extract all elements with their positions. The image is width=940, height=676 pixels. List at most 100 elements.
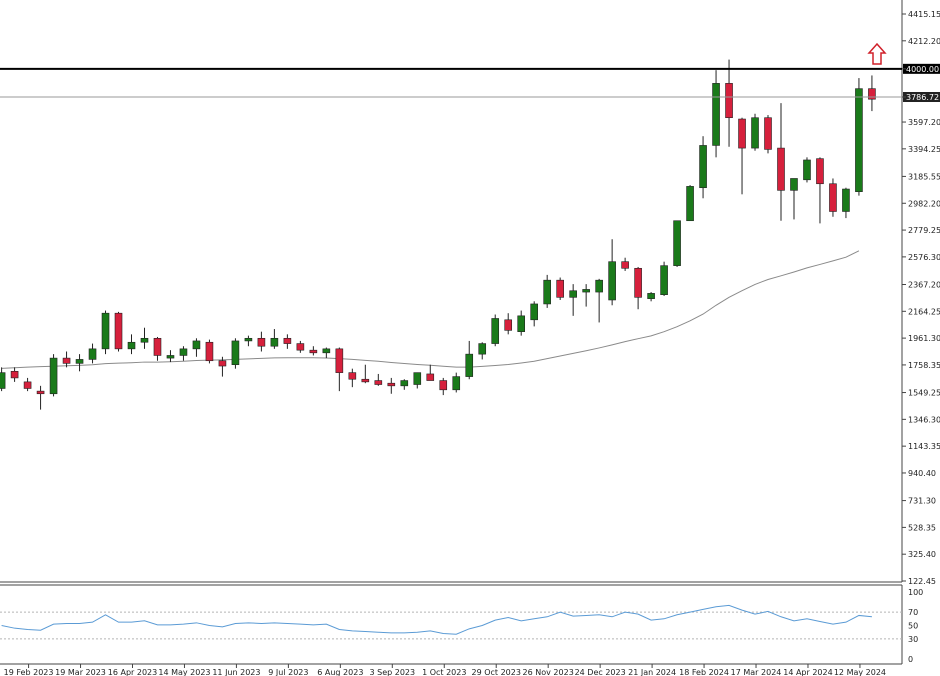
bearish-candle	[114, 312, 123, 350]
bullish-candle	[803, 159, 811, 181]
bullish-candle	[231, 340, 240, 366]
rsi-panel: 100 70 50 30 0	[0, 588, 923, 664]
bullish-candle	[595, 279, 603, 293]
bullish-candle	[413, 372, 422, 385]
bullish-candle	[400, 380, 409, 387]
bearish-candle	[868, 88, 876, 100]
bearish-candle	[348, 372, 357, 380]
x-tick-label: 19 Mar 2023	[55, 668, 106, 676]
bullish-candle	[517, 315, 526, 332]
bullish-candle	[686, 186, 694, 222]
bullish-candle	[530, 303, 538, 321]
bullish-candle	[478, 343, 487, 355]
y-tick-label: 4415.15	[908, 10, 940, 19]
x-tick-label: 14 Apr 2024	[783, 668, 832, 676]
x-tick-label: 1 Oct 2023	[422, 668, 466, 676]
level-price-label: 4000.00	[906, 65, 939, 74]
bullish-candle	[0, 372, 6, 389]
x-tick-label: 6 Aug 2023	[317, 668, 363, 676]
y-tick-label: 1758.35	[908, 361, 940, 370]
bearish-candle	[36, 390, 45, 395]
bullish-candle	[465, 353, 474, 377]
y-tick-label: 3185.55	[908, 172, 940, 181]
y-tick-label: 528.35	[908, 523, 936, 532]
bullish-candle	[673, 220, 681, 266]
bullish-candle	[127, 341, 136, 350]
x-tick-label: 3 Sep 2023	[369, 668, 415, 676]
bearish-candle	[829, 183, 837, 212]
y-tick-label: 940.40	[908, 469, 936, 478]
bearish-candle	[738, 118, 746, 149]
y-tick-label: 325.40	[908, 550, 936, 559]
rsi-tick-label: 70	[908, 608, 918, 617]
bullish-candle	[75, 359, 84, 364]
bearish-candle	[725, 83, 733, 119]
y-tick-label: 1346.30	[908, 415, 940, 424]
level-price-tag	[903, 92, 940, 103]
x-tick-label: 19 Feb 2023	[4, 668, 54, 676]
y-tick-label: 2779.25	[908, 226, 940, 235]
bullish-candle	[101, 312, 110, 350]
bullish-candle	[140, 337, 149, 343]
x-tick-label: 18 Feb 2024	[679, 668, 729, 676]
y-tick-label: 731.30	[908, 497, 936, 506]
bearish-candle	[309, 349, 318, 354]
x-tick-label: 11 Jun 2023	[212, 668, 260, 676]
bearish-candle	[387, 382, 396, 387]
bullish-candle	[452, 376, 461, 391]
bearish-candle	[426, 373, 435, 381]
bullish-candle	[49, 357, 58, 395]
moving-average-layer	[1, 250, 860, 369]
y-tick-label: 4212.20	[908, 37, 940, 46]
x-tick-label: 17 Mar 2024	[731, 668, 782, 676]
bearish-candle	[634, 267, 642, 298]
y-tick-label: 2164.25	[908, 307, 940, 316]
x-tick-label: 24 Dec 2023	[575, 668, 626, 676]
y-tick-label: 1549.25	[908, 389, 940, 398]
rsi-tick-label: 0	[908, 655, 913, 664]
bullish-candle	[842, 188, 850, 212]
level-price-label: 3786.72	[906, 93, 939, 102]
bullish-candle	[88, 348, 97, 360]
bearish-candle	[62, 357, 71, 364]
bullish-candle	[569, 290, 577, 298]
bearish-candle	[764, 117, 772, 150]
x-tick-label: 14 May 2023	[158, 668, 210, 676]
bearish-candle	[374, 380, 383, 385]
y-tick-label: 3394.25	[908, 145, 940, 154]
bearish-candle	[361, 378, 370, 383]
bullish-candle	[608, 261, 616, 301]
bearish-candle	[153, 337, 162, 356]
bullish-candle	[712, 83, 720, 146]
bearish-candle	[205, 341, 214, 362]
bearish-candle	[335, 348, 344, 373]
bullish-candle	[270, 337, 279, 347]
bullish-candle	[322, 348, 331, 354]
x-tick-label: 21 Jan 2024	[628, 668, 676, 676]
signal-layer	[867, 42, 887, 65]
x-tick-label: 9 Jul 2023	[268, 668, 308, 676]
bearish-candle	[218, 360, 227, 367]
candles-layer	[0, 59, 876, 410]
bullish-candle	[699, 145, 707, 189]
bullish-candle	[751, 117, 759, 149]
horizontal-levels-layer: 4000.00 3786.72	[0, 63, 940, 103]
bullish-candle	[660, 265, 668, 295]
y-tick-label: 2982.20	[908, 199, 940, 208]
bullish-candle	[491, 318, 500, 344]
bullish-candle	[192, 340, 201, 350]
bullish-candle	[647, 293, 655, 299]
x-axis-ticks: 19 Feb 2023 19 Mar 2023 16 Apr 2023 14 May …	[4, 664, 886, 676]
bearish-candle	[23, 381, 32, 389]
rsi-tick-label: 100	[908, 588, 923, 597]
bullish-candle	[582, 289, 590, 293]
y-tick-label: 3597.20	[908, 118, 940, 127]
bullish-candle	[166, 355, 175, 359]
bearish-candle	[296, 343, 305, 351]
bearish-candle	[439, 380, 448, 391]
y-tick-label: 122.45	[908, 577, 936, 586]
bearish-candle	[621, 261, 629, 269]
bullish-candle	[790, 178, 798, 191]
rsi-tick-label: 30	[908, 635, 918, 644]
moving-average-line	[1, 250, 860, 369]
